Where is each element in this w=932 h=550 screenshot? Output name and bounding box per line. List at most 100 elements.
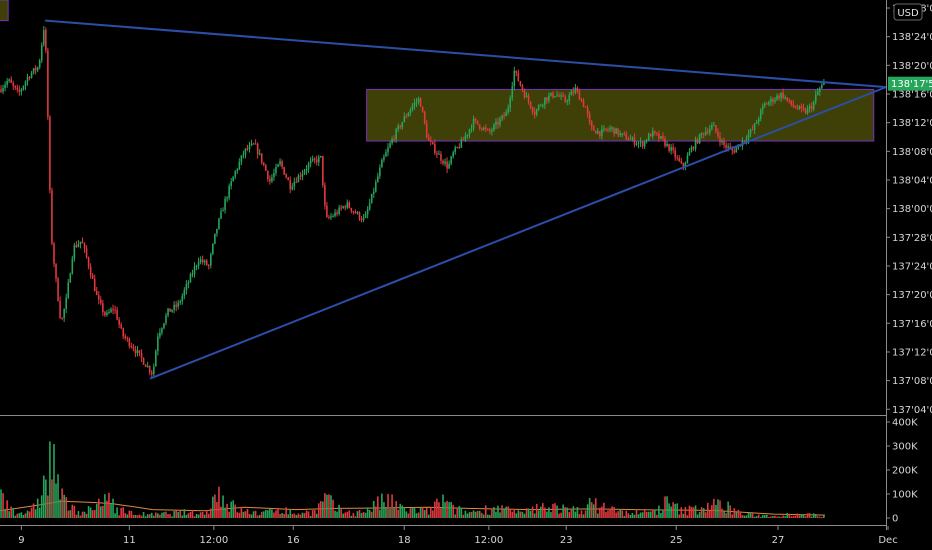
candle-body [603, 128, 605, 130]
volume-bar [271, 509, 273, 518]
volume-bar [281, 513, 283, 518]
volume-bar [723, 511, 725, 518]
volume-axis[interactable]: 0 100K 200K 300K 400K [886, 418, 918, 525]
volume-bar [682, 513, 685, 518]
candle-body [688, 151, 691, 156]
volume-bar [639, 512, 642, 518]
candle-body [411, 105, 414, 110]
volume-bar [613, 507, 615, 518]
volume-bar [596, 513, 599, 518]
candle-body [423, 111, 426, 124]
volume-bar [674, 503, 676, 518]
candle-body [71, 258, 74, 274]
volume-bar [757, 514, 760, 518]
volume-bar [617, 511, 619, 518]
volume-bar [523, 513, 526, 518]
candle-body [47, 50, 49, 117]
volume-bar [311, 510, 314, 518]
candle-body [684, 163, 687, 167]
volume-bar [570, 508, 573, 518]
candle-body [364, 214, 367, 218]
volume-bar [381, 493, 383, 518]
candle-body [584, 106, 587, 108]
candle-body [629, 138, 632, 140]
candle-body [311, 158, 314, 161]
volume-bar [42, 475, 45, 518]
triangle-lower-line[interactable] [149, 86, 887, 380]
candle-body [607, 129, 609, 131]
candle-body [89, 266, 92, 276]
volume-bar [370, 511, 373, 518]
candle-body [578, 91, 581, 101]
candle-body [456, 147, 459, 149]
volume-bar [216, 502, 218, 518]
volume-bar [252, 511, 255, 518]
candle-body [776, 95, 778, 100]
candle-body [507, 107, 509, 113]
candle-body [586, 107, 589, 115]
volume-bar [157, 513, 159, 518]
volume-bar [275, 510, 277, 518]
candle-body [568, 95, 571, 102]
candle-body [132, 347, 135, 350]
candle-body [214, 233, 216, 244]
volume-bar [305, 510, 308, 518]
candle-body [269, 179, 271, 182]
volume-bar [737, 509, 740, 518]
volume-bar [594, 498, 597, 518]
volume-bar [377, 496, 379, 518]
volume-bar [289, 508, 292, 518]
candle-body [181, 295, 184, 302]
volume-bar [28, 511, 31, 518]
volume-bar [635, 509, 638, 518]
volume-bar [79, 515, 82, 518]
candle-body [100, 299, 102, 304]
candle-body [576, 87, 579, 92]
candle-body [429, 140, 432, 142]
candle-body [258, 153, 261, 155]
volume-bar [476, 510, 479, 518]
volume-bar [552, 503, 554, 518]
candle-body [556, 95, 558, 97]
volume-bar [32, 503, 35, 518]
volume-bar [415, 513, 418, 518]
volume-bar [419, 507, 422, 518]
candle-body [389, 143, 391, 148]
candle-body [87, 257, 90, 267]
candle-body [407, 113, 410, 117]
time-axis[interactable]: 9 11 12:00 16 18 12:00 23 25 27 Dec [18, 526, 898, 546]
volume-bar [63, 494, 65, 518]
candle-body [291, 186, 294, 190]
volume-bar [16, 513, 19, 518]
candle-body [6, 81, 8, 85]
candle-body [14, 85, 17, 88]
candle-body [140, 352, 143, 358]
corner-box[interactable] [0, 0, 9, 22]
volume-bar [425, 507, 428, 518]
candle-body [790, 100, 793, 105]
candle-body [517, 72, 520, 82]
time-tick-label: 12:00 [474, 535, 503, 546]
candle-body [654, 130, 656, 133]
triangle-upper-line[interactable] [44, 19, 887, 89]
volume-bar [448, 502, 450, 518]
volume-bar [658, 505, 660, 518]
volume-bar [745, 515, 748, 518]
volume-bar [173, 511, 175, 518]
candle-body [472, 118, 475, 129]
candle-body [226, 197, 228, 199]
volume-bar [95, 503, 98, 518]
volume-bar [319, 501, 322, 518]
candle-body [452, 152, 454, 157]
time-tick-label: 25 [670, 535, 683, 546]
volume-bar [800, 514, 803, 518]
candle-body [731, 147, 734, 151]
candle-body [812, 101, 815, 110]
currency-button[interactable]: USD [893, 3, 923, 21]
volume-bar [2, 493, 4, 518]
volume-bar [823, 515, 825, 518]
price-axis[interactable]: 138'28'0138'24'0138'20'0138'16'0138'12'0… [886, 4, 932, 416]
volume-bar [0, 489, 2, 518]
